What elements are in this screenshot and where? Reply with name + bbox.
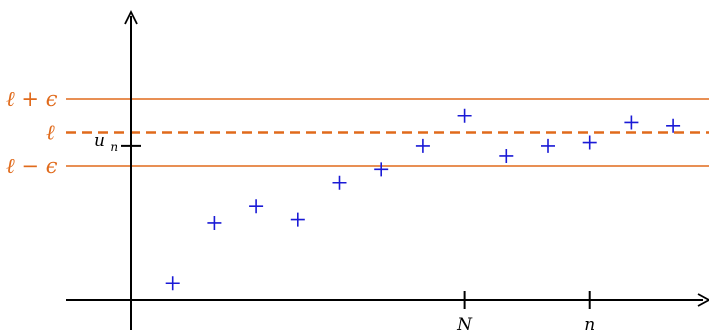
y-axis-arrowhead [124, 9, 138, 25]
x-axis-arrowhead [697, 293, 709, 307]
sequence-point [415, 138, 430, 153]
limit-label: ℓ [46, 121, 55, 145]
sequence-points [165, 108, 681, 291]
sequence-point [290, 212, 305, 227]
N-label: N [456, 315, 473, 334]
sequence-point [666, 118, 681, 133]
sequence-point [582, 135, 597, 150]
sequence-point [249, 199, 264, 214]
sequence-point [499, 148, 514, 163]
sequence-point [457, 108, 472, 123]
n-label: n [584, 315, 595, 334]
sequence-point [374, 162, 389, 177]
sequence-point [624, 115, 639, 130]
sequence-point [165, 276, 180, 291]
u-n-label: u n [94, 131, 118, 154]
u-n-label-base: u [94, 131, 105, 151]
u-n-label-subscript: n [110, 140, 118, 154]
sequence-point [541, 138, 555, 153]
sequence-point [332, 175, 347, 190]
upper-bound-label: ℓ + ϵ [6, 87, 58, 111]
sequence-point [207, 215, 222, 230]
lower-bound-label: ℓ − ϵ [6, 154, 58, 178]
